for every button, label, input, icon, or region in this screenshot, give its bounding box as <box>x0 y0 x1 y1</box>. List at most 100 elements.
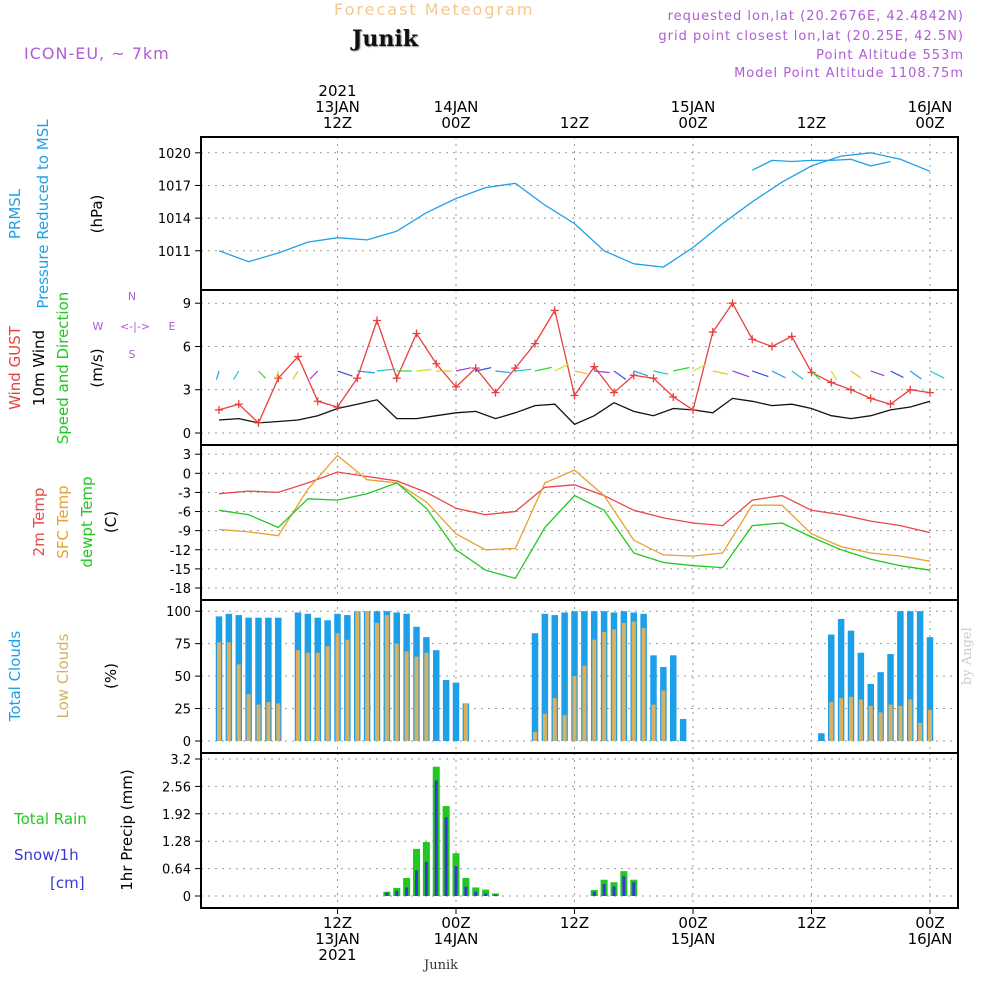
requested-coords: requested lon,lat (20.2676E, 42.4842N) <box>667 9 964 24</box>
top-time-label: 13JAN <box>315 98 360 116</box>
wind-arrow <box>574 370 588 375</box>
y-tick-label: 50 <box>174 670 191 685</box>
low-cloud-bar <box>266 702 271 741</box>
pressure-unit: (hPa) <box>88 195 106 234</box>
wind-gust-line-marker <box>412 329 421 338</box>
y-tick-label: 1.28 <box>162 835 191 850</box>
low-cloud-bar <box>888 704 893 741</box>
low-cloud-bar <box>345 639 350 741</box>
snow-bar <box>434 780 438 896</box>
low-cloud-bar <box>246 694 251 741</box>
low-cloud-bar <box>276 703 281 741</box>
compass-n: N <box>128 290 136 303</box>
low-cloud-bar <box>928 709 932 741</box>
snow-bar <box>415 870 418 896</box>
low-cloud-bar <box>414 656 419 741</box>
wind-gust-line-marker <box>353 374 362 383</box>
total-cloud-bar <box>679 718 687 741</box>
wind-gust-line-marker <box>866 394 875 403</box>
low-cloud-bar <box>355 611 360 741</box>
wind-gust-line-marker <box>827 378 836 387</box>
wind-label: 10m Wind <box>30 330 48 406</box>
wind-arrow <box>594 370 610 374</box>
wind-arrow <box>416 368 432 372</box>
wind-gust-line-marker <box>807 368 816 377</box>
wind-arrow <box>495 370 511 374</box>
total-cloud-bar <box>926 637 934 741</box>
total-cloud-bar <box>837 618 845 741</box>
panel-frame-2 <box>200 444 959 601</box>
rain-bar <box>403 878 411 896</box>
y-tick-label: -6 <box>178 506 191 521</box>
y-tick-label: 1014 <box>158 212 191 227</box>
y-tick-label: 0 <box>183 890 191 905</box>
snow-bar <box>395 890 399 896</box>
low-cloud-bar <box>325 646 330 741</box>
y-tick-label: 0.64 <box>162 863 191 878</box>
y-tick-label: 3 <box>183 384 191 399</box>
wind-gust-line-marker <box>590 362 599 371</box>
total-cloud-bar <box>670 655 677 741</box>
low-cloud-bar <box>552 698 557 741</box>
wind-arrow <box>233 370 240 380</box>
total-cloud-bar <box>907 611 914 741</box>
wind-arrow <box>752 370 769 378</box>
pressure-label-2: Pressure Reduced to MSL <box>34 119 52 309</box>
wind-gust-line-marker <box>847 385 855 394</box>
low-cloud-bar <box>394 643 399 741</box>
wind-gust-line-marker <box>768 342 776 351</box>
wind-arrow <box>613 370 627 380</box>
low-cloud-bar <box>868 705 873 741</box>
clouds-unit: (%) <box>102 663 120 689</box>
low-cloud-bar <box>533 731 537 741</box>
model-point-altitude: Model Point Altitude 1108.75m <box>734 66 964 81</box>
y-tick-label: 3 <box>183 448 191 463</box>
y-tick-label: 6 <box>183 340 191 355</box>
low-cloud-bar <box>375 622 379 741</box>
wind-gust-line-marker <box>550 306 559 315</box>
model-name: ICON-EU, ~ 7km <box>24 44 170 63</box>
low-cloud-bar <box>898 705 903 741</box>
low-cloud-bar <box>592 639 597 741</box>
wind-arrow <box>673 366 690 372</box>
total-cloud-bar <box>531 633 539 741</box>
y-tick-label: -3 <box>178 486 191 501</box>
low-cloud-bar <box>256 704 261 741</box>
total-cloud-bar <box>877 672 884 741</box>
station-name: Junik <box>352 26 418 52</box>
snow-bar <box>424 861 428 896</box>
bottom-time-label: 16JAN <box>908 930 953 948</box>
top-time-label: 2021 <box>318 82 356 100</box>
bottom-time-label: 2021 <box>318 946 356 964</box>
wind-gust-line-marker <box>926 388 934 397</box>
y-tick-label: 1017 <box>158 179 191 194</box>
wind-arrow <box>534 366 552 372</box>
top-time-label: 00Z <box>441 114 470 132</box>
y-tick-label: -18 <box>170 582 191 597</box>
low-cloud-bar <box>602 631 607 741</box>
wind-gust-line-marker <box>215 405 223 414</box>
wind-gust-line-marker <box>254 418 263 427</box>
low-cloud-bar <box>641 628 646 741</box>
dewpt-line <box>218 482 931 580</box>
low-cloud-bar <box>365 611 370 741</box>
low-cloud-bar <box>878 712 883 741</box>
total-cloud-bar <box>916 611 924 741</box>
y-tick-label: 1.92 <box>162 808 191 823</box>
wind-arrow <box>830 370 838 381</box>
bottom-time-label: 15JAN <box>671 930 716 948</box>
snow-bar <box>385 892 389 896</box>
snow-bar <box>484 893 488 896</box>
pressure-line <box>218 152 931 268</box>
low-cloud-bar <box>829 702 834 741</box>
y-tick-label: 0 <box>183 427 191 442</box>
total-cloud-bar <box>887 654 894 741</box>
low-cloud-bar <box>849 696 853 741</box>
wind-gust-line-marker <box>333 403 342 412</box>
low-cloud-bar <box>315 652 320 741</box>
wind-gust-line-marker <box>728 299 737 308</box>
low-cloud-bar <box>631 621 636 741</box>
low-cloud-bar <box>296 650 300 741</box>
snow-bar <box>405 887 409 896</box>
snow-bar <box>454 866 458 896</box>
